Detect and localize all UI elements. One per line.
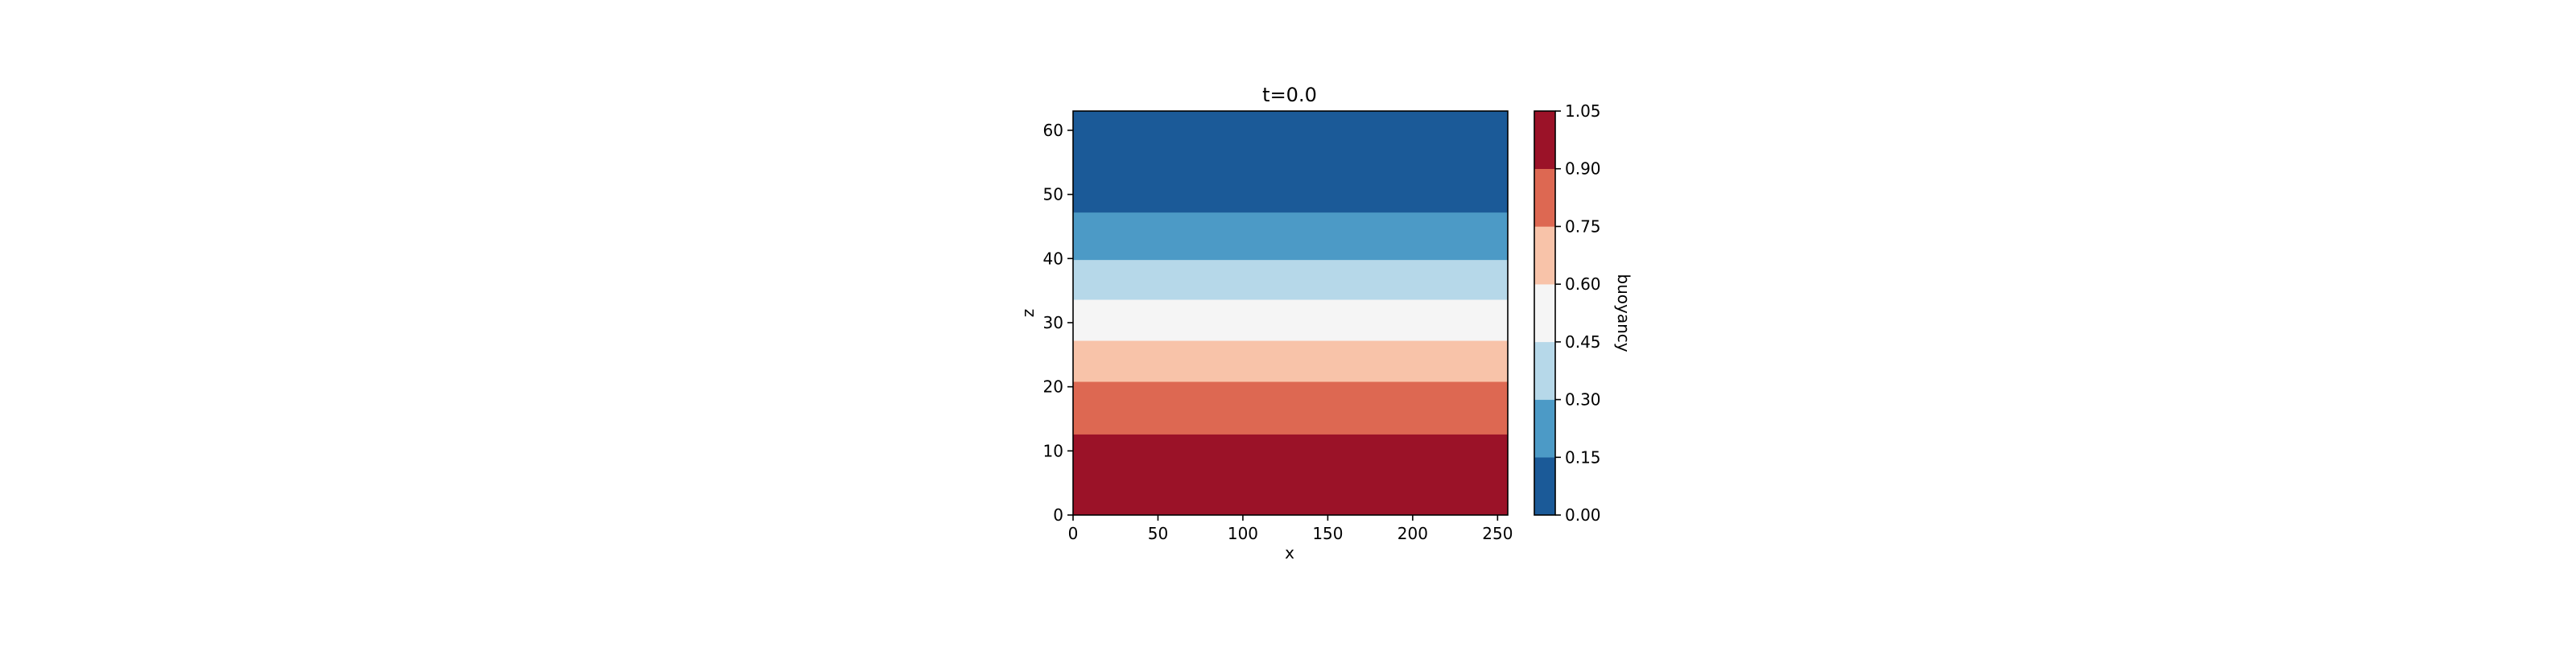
colorbar-segment-4 <box>1534 226 1556 285</box>
contour-band-1 <box>1072 381 1509 435</box>
chart-title: t=0.0 <box>1262 84 1317 106</box>
y-tick-label: 10 <box>1043 441 1063 460</box>
colorbar-tick-label: 1.05 <box>1565 101 1601 121</box>
contour-band-3 <box>1072 299 1509 341</box>
plot-frame <box>1072 110 1509 516</box>
x-tick-label: 50 <box>1148 524 1168 543</box>
colorbar-segment-5 <box>1534 168 1556 227</box>
y-tick-label: 50 <box>1043 185 1063 204</box>
colorbar-segment-3 <box>1534 283 1556 343</box>
x-tick-label: 200 <box>1397 524 1428 543</box>
colorbar-frame <box>1534 110 1556 516</box>
colorbar-tick-label: 0.15 <box>1565 447 1601 467</box>
x-tick-label: 100 <box>1228 524 1258 543</box>
colorbar-tick-label: 0.75 <box>1565 216 1601 236</box>
contour-band-0 <box>1072 434 1509 516</box>
colorbar: 0.00 0.15 0.30 0.45 0.60 0.75 0.90 1.05 <box>1534 101 1601 525</box>
colorbar-segment-2 <box>1534 341 1556 400</box>
y-tick-label: 60 <box>1043 121 1063 140</box>
colorbar-segment-1 <box>1534 399 1556 458</box>
y-tick-label: 40 <box>1043 249 1063 268</box>
colorbar-tick-label: 0.60 <box>1565 274 1601 294</box>
colorbar-segment-0 <box>1534 457 1556 516</box>
y-tick-label: 20 <box>1043 377 1063 397</box>
contour-band-5 <box>1072 212 1509 261</box>
contour-band-6 <box>1072 110 1509 213</box>
colorbar-tick-label: 0.45 <box>1565 332 1601 352</box>
x-axis-label: x <box>1285 543 1294 563</box>
colorbar-tick-label: 0.30 <box>1565 390 1601 410</box>
contour-band-4 <box>1072 259 1509 300</box>
x-tick-label: 0 <box>1068 524 1079 543</box>
y-axis-label: z <box>1018 309 1038 318</box>
x-tick-label: 250 <box>1482 524 1513 543</box>
x-tick-label: 150 <box>1312 524 1343 543</box>
x-axis: 0 50 100 150 200 250 <box>1068 515 1513 543</box>
contour-band-2 <box>1072 340 1509 382</box>
colorbar-tick-label: 0.90 <box>1565 159 1601 179</box>
colorbar-tick-label: 0.00 <box>1565 505 1601 525</box>
y-axis: 0 10 20 30 40 50 60 <box>1043 121 1073 525</box>
y-tick-label: 0 <box>1053 505 1063 525</box>
colorbar-segment-6 <box>1534 110 1556 169</box>
plot-area <box>1072 110 1509 516</box>
colorbar-label: buoyancy <box>1614 274 1633 352</box>
y-tick-label: 30 <box>1043 313 1063 332</box>
